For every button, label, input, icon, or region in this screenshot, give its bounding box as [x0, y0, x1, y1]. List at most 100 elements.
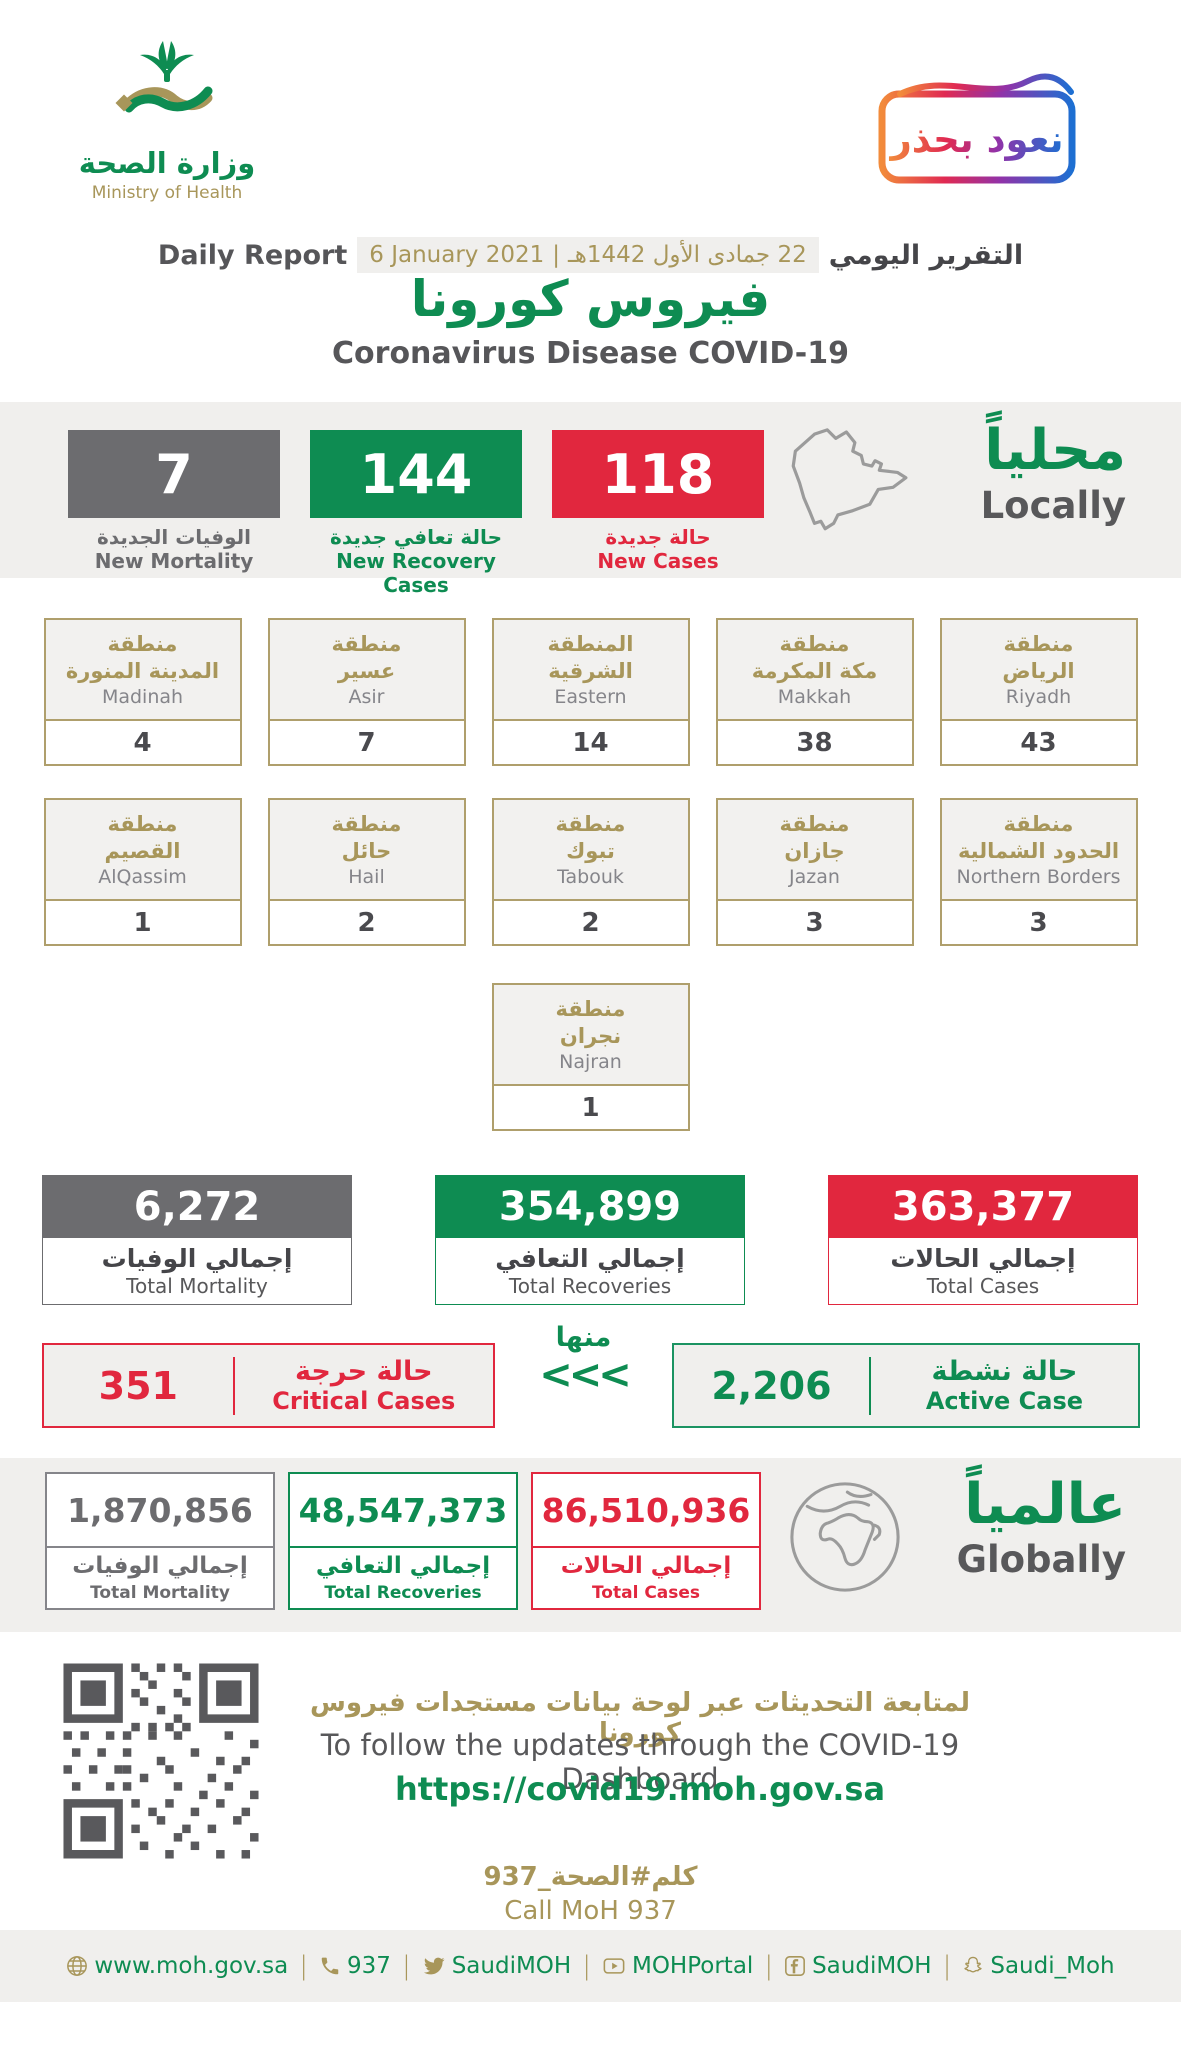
- new-cases-stat: 118 حالة جديدة New Cases: [552, 430, 764, 573]
- phone-icon: [321, 1957, 339, 1975]
- dashboard-url-link[interactable]: https://covid19.moh.gov.sa: [394, 1770, 886, 1808]
- new-recovery-value: 144: [310, 430, 522, 518]
- region-name-ar: منطقة: [331, 811, 402, 836]
- logo-title-ar: وزارة الصحة: [78, 146, 256, 180]
- total-mortality-box: 6,272 إجمالي الوفيات Total Mortality: [42, 1175, 352, 1305]
- region-name-ar: منطقة: [331, 631, 402, 656]
- region-value: 1: [45, 899, 240, 944]
- region-name-ar2: عسير: [337, 659, 396, 683]
- footer-facebook-text: SaudiMOH: [812, 1953, 932, 1979]
- region-value: 2: [493, 899, 688, 944]
- active-case-value: 2,206: [711, 1363, 832, 1408]
- divider: [868, 1356, 871, 1415]
- region-name-ar: منطقة: [779, 811, 850, 836]
- region-row-2: منطقة القصيم AlQassim 1 منطقة حائل Hail …: [0, 798, 1181, 946]
- global-recoveries-box: 48,547,373 إجمالي التعافي Total Recoveri…: [288, 1472, 518, 1610]
- qr-code: [55, 1655, 267, 1867]
- region-name-ar2: الحدود الشمالية: [957, 839, 1120, 863]
- date-divider: |: [552, 242, 560, 268]
- footer-twitter-link[interactable]: SaudiMOH: [422, 1953, 571, 1979]
- globe-icon: [67, 1956, 88, 1976]
- report-date-hijri: 22 جمادى الأول 1442هـ: [567, 242, 807, 268]
- footer-phone-link[interactable]: 937: [319, 1953, 391, 1979]
- new-mortality-label-en: New Mortality: [94, 549, 254, 573]
- globally-band: 1,870,856 إجمالي الوفيات Total Mortality…: [0, 1458, 1181, 1632]
- region-box-tabouk: منطقة تبوك Tabouk 2: [491, 798, 690, 946]
- region-name-ar: منطقة: [1003, 631, 1074, 656]
- region-name-ar2: حائل: [341, 839, 392, 863]
- total-mortality-label-ar: إجمالي الوفيات: [101, 1244, 293, 1273]
- global-mortality-value: 1,870,856: [67, 1490, 253, 1530]
- footer-website-link[interactable]: www.moh.gov.sa: [66, 1953, 288, 1979]
- report-date: 6 January 2021 | 22 جمادى الأول 1442هـ: [357, 237, 819, 273]
- region-name-en: Northern Borders: [956, 866, 1121, 889]
- locally-label-ar: محلياً: [984, 418, 1126, 483]
- region-name-ar2: المدينة المنورة: [65, 659, 220, 683]
- region-name-en: Hail: [348, 866, 385, 889]
- globally-label: عالمياً Globally: [957, 1474, 1126, 1581]
- footer-snapchat-link[interactable]: Saudi_Moh: [962, 1953, 1115, 1979]
- badge-text: نعود بحذر: [888, 118, 1063, 161]
- region-name-en: Riyadh: [1005, 686, 1072, 709]
- footer-separator: |: [299, 1951, 309, 1981]
- region-name-ar2: الرياض: [1002, 659, 1075, 683]
- global-recoveries-label-en: Total Recoveries: [324, 1582, 482, 1603]
- region-name-ar: منطقة: [107, 631, 178, 656]
- return-with-caution-badge: نعود بحذر: [878, 73, 1076, 184]
- region-box-madinah: منطقة المدينة المنورة Madinah 4: [43, 618, 242, 766]
- snapchat-icon: [964, 1956, 983, 1973]
- critical-cases-label-en: Critical Cases: [272, 1387, 456, 1416]
- global-cases-value: 86,510,936: [541, 1490, 751, 1530]
- footer-band: www.moh.gov.sa | 937 | SaudiMOH |: [0, 1930, 1181, 2002]
- region-name-en: Najran: [559, 1051, 622, 1074]
- globe-icon: [790, 1482, 900, 1592]
- new-cases-label-ar: حالة جديدة: [605, 525, 711, 549]
- region-value: 3: [941, 899, 1136, 944]
- globally-label-ar: عالمياً: [964, 1472, 1126, 1537]
- footer-youtube-link[interactable]: MOHPortal: [602, 1953, 753, 1979]
- footer-separator: |: [764, 1951, 774, 1981]
- footer-separator: |: [942, 1951, 952, 1981]
- region-name-ar2: مكة المكرمة: [751, 659, 878, 683]
- active-case-label-en: Active Case: [925, 1387, 1084, 1416]
- report-date-gregorian: 6 January 2021: [369, 242, 545, 268]
- region-name-ar2: نجران: [559, 1024, 622, 1048]
- footer-website-text: www.moh.gov.sa: [94, 1953, 289, 1979]
- region-box-jazan: منطقة جازان Jazan 3: [715, 798, 914, 946]
- region-name-ar: المنطقة: [547, 631, 634, 656]
- region-name-en: Asir: [348, 686, 385, 709]
- total-cases-label-ar: إجمالي الحالات: [890, 1244, 1076, 1273]
- footer-facebook-link[interactable]: SaudiMOH: [784, 1953, 932, 1979]
- new-mortality-stat: 7 الوفيات الجديدة New Mortality: [68, 430, 280, 573]
- region-value: 4: [45, 719, 240, 764]
- region-box-asir: منطقة عسير Asir 7: [267, 618, 466, 766]
- total-recoveries-label-ar: إجمالي التعافي: [495, 1244, 685, 1273]
- region-row-3: منطقة نجران Najran 1: [0, 983, 1181, 1131]
- footer-separator: |: [582, 1951, 591, 1981]
- region-name-en: AlQassim: [98, 866, 187, 889]
- total-mortality-label-en: Total Mortality: [126, 1274, 268, 1298]
- page-title-en: Coronavirus Disease COVID-19: [332, 336, 849, 371]
- region-value: 38: [717, 719, 912, 764]
- region-name-ar: منطقة: [779, 631, 850, 656]
- youtube-icon: [603, 1958, 625, 1974]
- region-box-hail: منطقة حائل Hail 2: [267, 798, 466, 946]
- total-cases-box: 363,377 إجمالي الحالات Total Cases: [828, 1175, 1138, 1305]
- region-name-ar: منطقة: [555, 811, 626, 836]
- footer-phone-text: 937: [347, 1953, 391, 1979]
- region-name-en: Jazan: [789, 866, 840, 889]
- call-moh-en: Call MoH 937: [504, 1896, 677, 1926]
- region-name-en: Madinah: [101, 686, 184, 709]
- page-title-ar: فيروس كورونا: [410, 270, 771, 328]
- global-recoveries-value: 48,547,373: [298, 1490, 508, 1530]
- region-value: 43: [941, 719, 1136, 764]
- region-name-ar2: تبوك: [566, 839, 615, 863]
- global-recoveries-label-ar: إجمالي التعافي: [315, 1553, 491, 1580]
- region-value: 3: [717, 899, 912, 944]
- new-recovery-label-en: New Recovery Cases: [336, 549, 496, 597]
- critical-cases-label-ar: حالة حرجة: [294, 1355, 433, 1387]
- new-cases-label-en: New Cases: [597, 549, 719, 573]
- global-cases-box: 86,510,936 إجمالي الحالات Total Cases: [531, 1472, 761, 1610]
- region-name-ar2: الشرقية: [548, 659, 633, 683]
- region-box-makkah: منطقة مكة المكرمة Makkah 38: [715, 618, 914, 766]
